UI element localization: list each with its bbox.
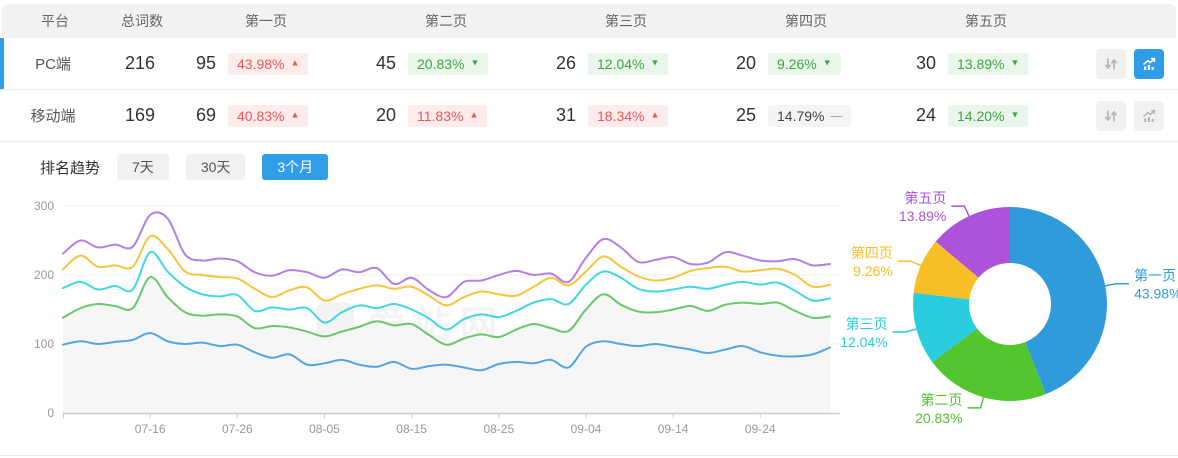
table-row[interactable]: 移动端 169 69 40.83% ▲ 20 11.83% ▲ 31 18.34% ▲…	[0, 90, 1178, 142]
header-total-words: 总词数	[121, 13, 163, 29]
ranking-trend-line-chart: 07-16 07-26 08-05 08-15 08-25 09-04 09-14 09-24…	[34, 199, 840, 436]
page1-count: 95	[195, 53, 216, 73]
row-actions	[1074, 100, 1178, 131]
purple-line	[62, 211, 831, 299]
svg-text:第二页: 第二页	[921, 392, 963, 408]
page3-pct-badge: 18.34% ▲	[588, 104, 669, 127]
page2-count: 20	[375, 105, 396, 125]
cyan-line	[62, 250, 831, 331]
svg-text:300: 300	[34, 199, 54, 213]
svg-text:第三页: 第三页	[846, 316, 888, 332]
trend-chart-button[interactable]	[1134, 100, 1164, 131]
page3-count: 26	[555, 53, 576, 73]
tab-3-months[interactable]: 3个月	[262, 154, 329, 180]
svg-text:08-05: 08-05	[309, 422, 340, 436]
table-row[interactable]: PC端 216 95 43.98% ▲ 45 20.83% ▼ 26 12.04% ▼…	[0, 38, 1178, 90]
page1-cell: 69 40.83% ▲	[174, 104, 354, 127]
svg-text:07-16: 07-16	[135, 422, 166, 436]
tab-30-days[interactable]: 30天	[185, 154, 246, 180]
page5-pct-badge: 14.20% ▼	[948, 104, 1029, 127]
page1-count: 69	[195, 105, 216, 125]
trend-chart-button[interactable]	[1134, 48, 1164, 79]
page3-cell: 31 18.34% ▲	[534, 104, 714, 127]
tab-7-days[interactable]: 7天	[117, 154, 169, 180]
header-page-4: 第四页	[785, 13, 827, 29]
page4-count: 25	[735, 105, 756, 125]
page2-count: 45	[375, 53, 396, 73]
donut-slice-第一页	[1010, 207, 1107, 395]
svg-text:第四页: 第四页	[851, 245, 893, 261]
page4-pct-badge: 9.26% ▼	[768, 52, 841, 75]
total-words-value: 216	[124, 53, 156, 73]
page5-cell: 24 14.20% ▼	[894, 104, 1074, 127]
page2-cell: 20 11.83% ▲	[354, 104, 534, 127]
page1-pct-badge: 40.83% ▲	[228, 104, 309, 127]
svg-text:07-26: 07-26	[222, 422, 253, 436]
svg-text:9.26%: 9.26%	[853, 263, 893, 279]
header-page-1: 第一页	[245, 13, 287, 29]
page2-cell: 45 20.83% ▼	[354, 52, 534, 75]
platform-label: PC端	[35, 56, 71, 73]
total-words-value: 169	[124, 105, 156, 125]
page2-pct-badge: 20.83% ▼	[408, 52, 489, 75]
platform-label: 移动端	[30, 108, 76, 125]
page3-cell: 26 12.04% ▼	[534, 52, 714, 75]
page3-count: 31	[555, 105, 576, 125]
page1-cell: 95 43.98% ▲	[174, 52, 354, 75]
card-bottom-border	[0, 455, 1178, 456]
header-platform: 平台	[41, 13, 69, 29]
page3-pct-badge: 12.04% ▼	[588, 52, 669, 75]
yellow-line	[62, 234, 831, 307]
svg-text:13.89%: 13.89%	[899, 208, 946, 224]
svg-text:第五页: 第五页	[904, 190, 946, 206]
page2-pct-badge: 11.83% ▲	[408, 104, 488, 127]
page5-count: 24	[915, 105, 936, 125]
header-page-5: 第五页	[965, 13, 1007, 29]
page-distribution-donut-chart: 第一页 43.98% 第二页 20.83% 第三页 12.04% 第四页 9.26% 第五页 13…	[840, 190, 1178, 426]
header-page-3: 第三页	[605, 13, 647, 29]
page4-cell: 25 14.79% —	[714, 104, 894, 127]
header-page-2: 第二页	[425, 13, 467, 29]
page5-cell: 30 13.89% ▼	[894, 52, 1074, 75]
donut-slice-第二页	[932, 328, 1046, 401]
svg-text:43.98%: 43.98%	[1134, 286, 1178, 302]
svg-text:08-15: 08-15	[396, 422, 427, 436]
svg-text:100: 100	[34, 337, 54, 351]
donut-slice-第五页	[935, 207, 1010, 278]
trend-chart-icon	[1143, 57, 1156, 70]
page4-count: 20	[735, 53, 756, 73]
donut-slice-第三页	[913, 292, 978, 362]
page1-pct-badge: 43.98% ▲	[228, 52, 309, 75]
row-actions	[1074, 48, 1178, 79]
sort-arrows-button[interactable]	[1096, 100, 1126, 131]
svg-text:0: 0	[47, 406, 54, 420]
svg-text:09-14: 09-14	[658, 422, 689, 436]
green-line	[62, 276, 831, 346]
sort-arrows-button[interactable]	[1096, 48, 1126, 79]
page5-count: 30	[915, 53, 936, 73]
blue-line	[62, 331, 831, 372]
page5-pct-badge: 13.89% ▼	[948, 52, 1029, 75]
svg-text:第一页: 第一页	[1134, 268, 1176, 284]
trend-title: 排名趋势	[40, 159, 101, 177]
svg-text:09-24: 09-24	[745, 422, 776, 436]
table-header: 平台 总词数 第一页 第二页 第三页 第四页 第五页	[2, 4, 1176, 38]
page4-cell: 20 9.26% ▼	[714, 52, 894, 75]
svg-text:09-04: 09-04	[571, 422, 602, 436]
page4-pct-badge: 14.79% —	[768, 104, 852, 127]
sort-arrows-icon	[1105, 109, 1117, 122]
trend-toolbar: 排名趋势 7天 30天 3个月	[0, 153, 1178, 181]
svg-text:20.83%: 20.83%	[915, 410, 962, 426]
svg-text:200: 200	[34, 268, 54, 282]
svg-text:08-25: 08-25	[483, 422, 514, 436]
sort-arrows-icon	[1105, 57, 1117, 70]
trend-chart-icon	[1143, 109, 1156, 122]
svg-text:12.04%: 12.04%	[840, 334, 887, 350]
donut-slice-第四页	[913, 241, 979, 300]
